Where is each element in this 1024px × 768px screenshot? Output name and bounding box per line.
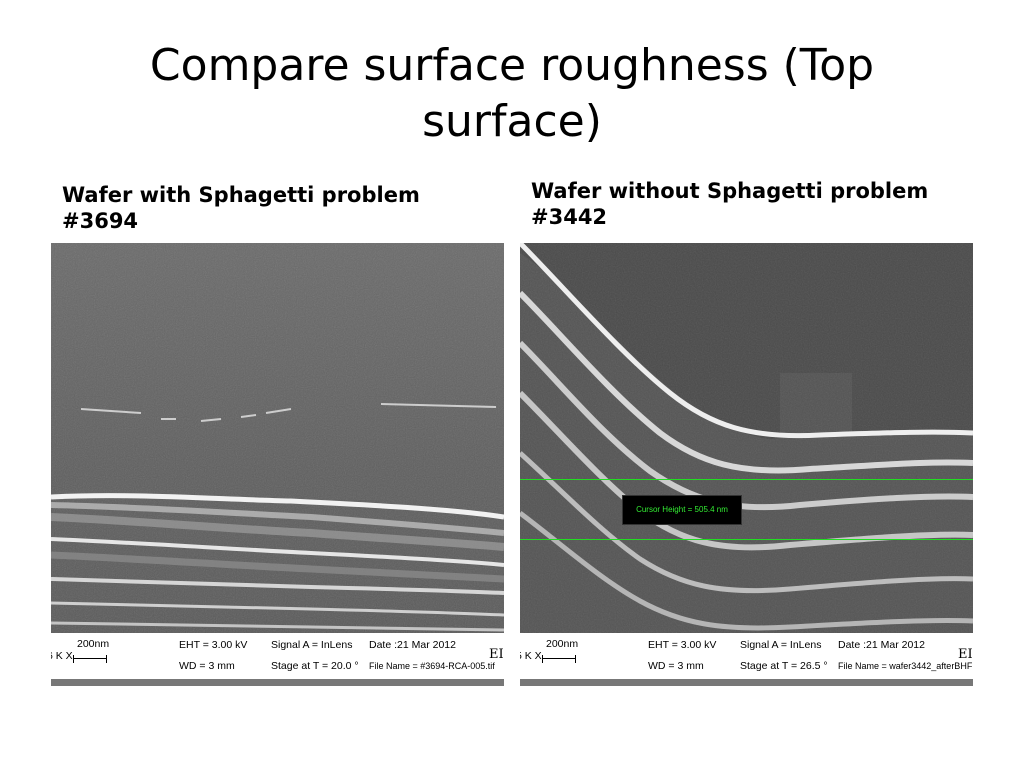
- scale-label: 200nm: [546, 638, 579, 650]
- magnification: 6 K X: [51, 650, 73, 662]
- left-caption: Wafer with Sphagetti problem #3694: [62, 183, 420, 233]
- cursor-height-readout: Cursor Height = 505.4 nm: [622, 495, 742, 525]
- bottom-strip: [520, 679, 973, 686]
- date-value: Date :21 Mar 2012: [838, 639, 925, 651]
- right-caption: Wafer without Sphagetti problem #3442: [531, 179, 929, 229]
- sem-image-left: 200nm 6 K X EHT = 3.00 kV WD = 3 mm Sign…: [51, 243, 504, 686]
- logo-text: EI: [489, 647, 504, 662]
- stage-value: Stage at T = 26.5 °: [740, 660, 828, 672]
- eht-value: EHT = 3.00 kV: [648, 639, 717, 651]
- scale-bar-icon: [73, 655, 107, 663]
- signal-value: Signal A = InLens: [740, 639, 822, 651]
- logo-text: EI: [958, 647, 973, 662]
- signal-value: Signal A = InLens: [271, 639, 353, 651]
- sem-databar-left: 200nm 6 K X EHT = 3.00 kV WD = 3 mm Sign…: [51, 633, 504, 679]
- sem-micrograph-left: [51, 243, 504, 633]
- sem-databar-right: 200nm 5 K X EHT = 3.00 kV WD = 3 mm Sign…: [520, 633, 973, 679]
- scale-label: 200nm: [77, 638, 110, 650]
- eht-value: EHT = 3.00 kV: [179, 639, 248, 651]
- file-name: File Name = wafer3442_afterBHF: [838, 661, 973, 671]
- cursor-line-top: [520, 479, 973, 480]
- stage-value: Stage at T = 20.0 °: [271, 660, 359, 672]
- sem-image-right: Cursor Height = 505.4 nm 200nm 5 K X EHT…: [520, 243, 973, 686]
- cursor-line-bottom: [520, 539, 973, 540]
- sem-micrograph-right: [520, 243, 973, 633]
- file-name: File Name = #3694-RCA-005.tif: [369, 661, 495, 671]
- magnification: 5 K X: [520, 650, 542, 662]
- wd-value: WD = 3 mm: [179, 660, 235, 672]
- date-value: Date :21 Mar 2012: [369, 639, 456, 651]
- slide-title: Compare surface roughness (Top surface): [149, 40, 875, 147]
- wd-value: WD = 3 mm: [648, 660, 704, 672]
- scale-bar-icon: [542, 655, 576, 663]
- bottom-strip: [51, 679, 504, 686]
